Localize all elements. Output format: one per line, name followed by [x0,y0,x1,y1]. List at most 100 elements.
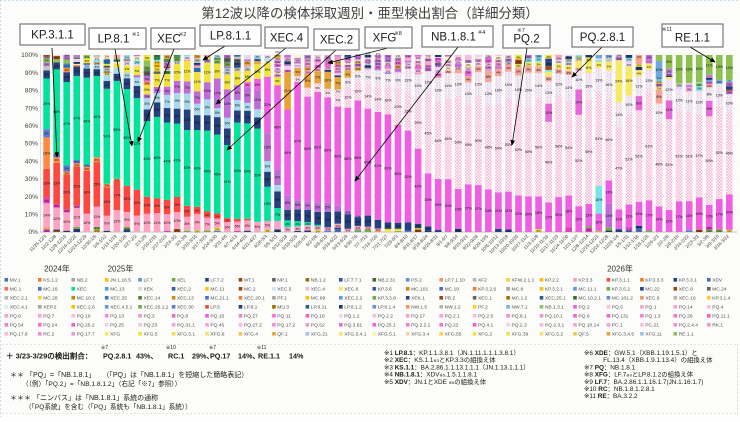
svg-text:2%: 2% [617,57,622,61]
svg-text:2%: 2% [446,67,451,71]
svg-text:8%: 8% [164,205,170,209]
svg-text:8%: 8% [666,60,672,64]
svg-text:PQ.25: PQ.25 [110,323,124,329]
svg-text:2%: 2% [657,83,662,87]
svg-text:10%: 10% [143,204,151,208]
svg-text:18%: 18% [535,211,543,215]
svg-text:XEC.13: XEC.13 [177,296,194,302]
svg-text:XEC.14: XEC.14 [144,296,161,302]
svg-text:16%: 16% [43,182,51,186]
svg-text:XF2: XF2 [478,278,487,284]
svg-text:PQ.3: PQ.3 [144,314,155,320]
svg-text:XEC.2: XEC.2 [320,35,353,47]
svg-text:9%: 9% [395,79,401,83]
svg-text:XFG.2: XFG.2 [478,332,492,338]
svg-text:4%: 4% [597,63,602,67]
svg-text:14%: 14% [565,86,573,90]
svg-text:2%: 2% [496,56,501,60]
svg-text:3%: 3% [396,224,401,228]
svg-text:2%: 2% [526,58,531,62]
svg-text:12%: 12% [665,88,673,92]
svg-text:13%: 13% [545,91,553,95]
svg-text:2%: 2% [165,63,170,67]
svg-text:8%: 8% [174,114,180,118]
svg-text:9%: 9% [245,93,251,97]
svg-text:3%: 3% [145,71,150,75]
svg-text:2%: 2% [627,54,632,58]
svg-text:10%: 10% [655,111,663,115]
svg-text:27%: 27% [465,207,473,211]
svg-text:11%: 11% [93,215,101,219]
svg-text:PQ.6: PQ.6 [10,314,21,320]
svg-text:10%: 10% [143,221,151,225]
svg-text:5%: 5% [44,73,49,77]
svg-text:LP.8.1.1: LP.8.1.1 [210,31,251,43]
svg-text:12%: 12% [665,219,673,223]
svg-text:＊＊＊ 「ニンバス」は「NB.1.8.1」系統の通称: ＊＊＊ 「ニンバス」は「NB.1.8.1」系統の通称 [10,393,158,402]
svg-text:XEC.1: XEC.1 [478,296,492,302]
svg-text:1%: 1% [607,54,612,58]
svg-text:PQ.2: PQ.2 [513,34,539,46]
svg-text:2%: 2% [667,69,672,73]
svg-text:PQ.1.2: PQ.1.2 [344,314,360,320]
svg-text:MC.19: MC.19 [445,287,460,293]
svg-text:42%: 42% [414,185,422,189]
svg-text:※7: ※7 [209,345,216,351]
svg-text:9%: 9% [205,106,211,110]
svg-text:※11 RE：BA.3.2.2: ※11 RE：BA.3.2.2 [584,393,638,400]
svg-text:46%: 46% [605,138,613,142]
svg-text:51%: 51% [625,158,633,162]
svg-text:XEC.6: XEC.6 [344,287,358,293]
svg-text:6%: 6% [486,75,492,79]
svg-text:LP.8.1: LP.8.1 [98,34,130,46]
svg-text:5%: 5% [295,203,301,207]
svg-text:2%: 2% [245,67,250,71]
svg-text:MC.99: MC.99 [311,296,326,302]
svg-text:2%: 2% [336,67,341,71]
svg-text:PQ.2.8.1: PQ.2.8.1 [103,352,131,361]
svg-text:14%: 14% [374,97,382,101]
svg-text:3%: 3% [155,54,160,58]
svg-text:3%: 3% [195,59,200,63]
svg-text:32%: 32% [264,103,272,107]
svg-text:1%: 1% [456,66,461,70]
svg-text:＊＊ 「PQ」=「NB.1.8.1」 （「PQ」は「NB.: ＊＊ 「PQ」=「NB.1.8.1」 （「PQ」は「NB.1.8.1」を短縮した… [10,370,248,379]
svg-text:1%: 1% [356,60,361,64]
svg-text:2%: 2% [155,68,160,72]
svg-text:5%: 5% [607,64,612,68]
svg-text:PQ.22: PQ.22 [445,323,459,329]
svg-text:52%: 52% [716,151,724,155]
svg-text:21%: 21% [515,212,523,216]
svg-text:54%: 54% [565,146,573,150]
svg-text:9%: 9% [375,77,381,81]
svg-text:2%: 2% [64,209,69,213]
svg-text:24%: 24% [83,190,91,194]
svg-text:5%: 5% [235,225,241,229]
svg-text:13%: 13% [595,78,603,82]
svg-text:2%: 2% [165,71,170,75]
svg-text:13%: 13% [645,79,653,83]
svg-text:PQ.18: PQ.18 [311,314,325,320]
svg-text:19%: 19% [264,202,272,206]
svg-text:55%: 55% [394,172,402,176]
svg-text:44%: 44% [163,160,171,164]
svg-text:3%: 3% [536,62,541,66]
svg-text:24%: 24% [615,80,623,84]
svg-text:1%: 1% [576,67,581,71]
svg-text:10%: 10% [83,221,91,225]
svg-text:2%: 2% [476,62,481,66]
svg-text:XDV: XDV [712,278,723,284]
svg-text:6%: 6% [255,83,261,87]
svg-text:3%: 3% [566,66,571,70]
svg-text:3%: 3% [536,58,541,62]
svg-text:KP.3.2.1: KP.3.2.1 [545,287,563,293]
svg-text:PQ.3.61: PQ.3.61 [344,323,362,329]
svg-text:1%: 1% [416,229,421,233]
svg-text:（（例）「PQ.2」=「NB.1.8.1.2」（右記「※7」: （（例）「PQ.2」=「NB.1.8.1.2」（右記「※7」参照）） [22,379,181,388]
svg-text:1%: 1% [155,57,160,61]
svg-text:2%: 2% [336,224,341,228]
svg-text:KP.3.5.2: KP.3.5.2 [612,287,630,293]
svg-text:9%: 9% [275,176,281,180]
svg-text:2%: 2% [85,55,90,59]
svg-text:10%: 10% [204,89,212,93]
